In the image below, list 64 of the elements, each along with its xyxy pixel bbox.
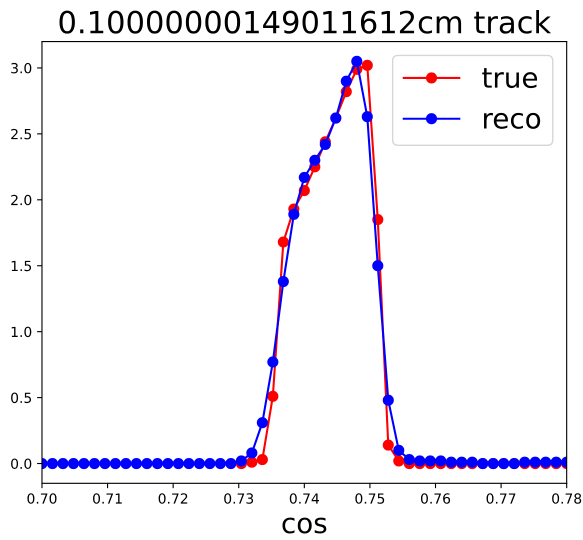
- point: [194, 458, 205, 470]
- point: [435, 455, 446, 466]
- y-tick-label: 2.5: [11, 128, 32, 140]
- point: [172, 458, 184, 470]
- point: [362, 111, 373, 122]
- point: [236, 455, 247, 466]
- point: [372, 260, 384, 272]
- point: [256, 454, 268, 466]
- legend-label: reco: [484, 112, 540, 129]
- point: [382, 440, 394, 451]
- point: [288, 208, 300, 220]
- point: [424, 455, 436, 466]
- point: [393, 455, 404, 466]
- x-tick-label: 0.76: [420, 493, 450, 504]
- y-tick-label: 1.5: [12, 260, 32, 272]
- x-tick-label: 0.73: [224, 493, 254, 504]
- point: [162, 458, 174, 470]
- point: [183, 458, 194, 470]
- chart-title: 0.10000000149011612cm track: [60, 10, 552, 34]
- point: [267, 390, 278, 402]
- point: [68, 458, 80, 470]
- point: [278, 276, 289, 288]
- point: [256, 417, 268, 428]
- point: [152, 458, 163, 470]
- point: [110, 458, 121, 470]
- legend-label: true: [482, 68, 538, 88]
- x-tick-label: 0.75: [355, 493, 384, 504]
- x-tick-label: 0.74: [290, 493, 320, 504]
- point: [204, 458, 216, 470]
- point: [404, 454, 415, 466]
- point: [393, 444, 404, 456]
- x-tick-label: 0.72: [158, 493, 188, 504]
- point: [214, 458, 226, 470]
- point: [88, 458, 100, 470]
- point: [320, 138, 331, 150]
- point: [382, 394, 394, 406]
- point: [298, 172, 310, 183]
- point: [141, 458, 152, 470]
- point: [78, 458, 90, 470]
- x-tick-label: 0.77: [486, 493, 516, 504]
- y-tick-label: 1.0: [12, 326, 32, 338]
- x-tick-label: 0.78: [552, 493, 582, 504]
- y-tick-label: 0.5: [11, 392, 32, 404]
- point: [278, 236, 289, 248]
- x-tick-label: 0.71: [93, 493, 122, 504]
- y-tick-label: 3.0: [11, 62, 32, 74]
- point: [267, 356, 278, 368]
- point: [130, 458, 142, 470]
- point: [362, 60, 373, 71]
- point: [246, 456, 258, 468]
- point: [414, 455, 426, 466]
- point: [99, 458, 110, 470]
- point: [46, 458, 58, 470]
- y-tick-label: 0.0: [11, 458, 32, 469]
- point: [340, 76, 352, 87]
- point: [246, 447, 258, 459]
- point: [351, 56, 362, 67]
- x-tick-label: 0.70: [27, 493, 57, 504]
- point: [120, 458, 132, 470]
- point: [225, 458, 236, 470]
- x-axis-title: cos: [282, 518, 326, 534]
- point: [57, 458, 69, 470]
- point: [309, 154, 320, 166]
- y-tick-label: 2.0: [11, 194, 32, 206]
